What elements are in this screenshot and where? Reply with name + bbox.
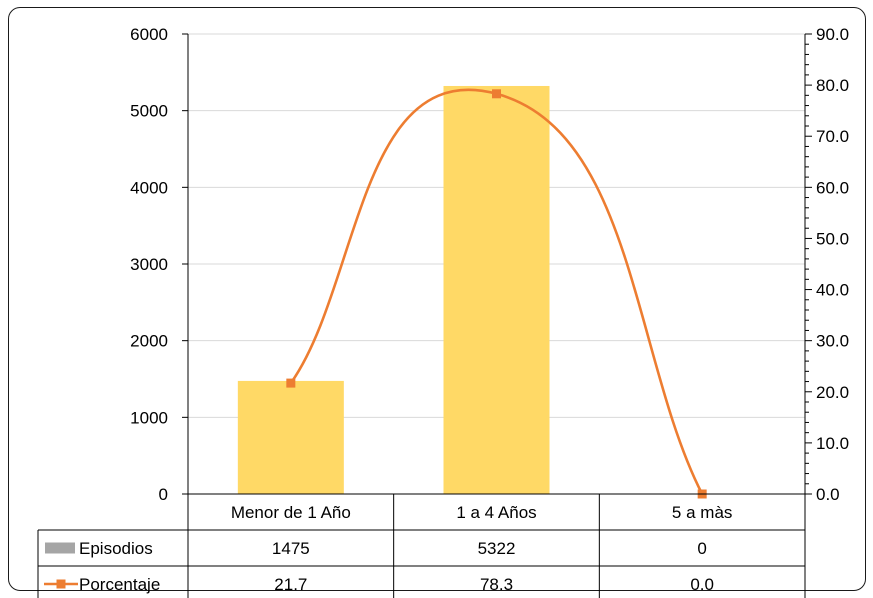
table-cell: 5322 [478,539,516,558]
bar-2 [443,85,550,494]
right-tick-label: 50.0 [816,229,849,248]
porcentaje-legend-key-marker [56,579,66,589]
left-tick-label: 5000 [130,102,168,121]
table-cell: 21.7 [274,575,307,594]
right-tick-label: 60.0 [816,178,849,197]
table-cell: 0 [697,539,706,558]
left-tick-label: 2000 [130,332,168,351]
episodios-legend-key [45,542,75,554]
category-label: Menor de 1 Año [231,503,351,522]
category-label: 1 a 4 Años [456,503,536,522]
left-tick-label: 1000 [130,408,168,427]
axes [182,33,812,495]
porcentaje-marker-1 [286,378,296,388]
left-tick-label: 0 [159,485,168,504]
right-tick-label: 90.0 [816,25,849,44]
right-tick-label: 10.0 [816,434,849,453]
right-axis-tick-labels: 0.0 10.0 20.0 30.0 40.0 50.0 60.0 70.0 80.0 90.0 [816,25,849,504]
left-tick-label: 4000 [130,178,168,197]
table-cell: 1475 [272,539,310,558]
right-tick-label: 70.0 [816,127,849,146]
bar-series [237,85,550,494]
right-tick-label: 30.0 [816,332,849,351]
right-tick-label: 80.0 [816,76,849,95]
table-cell: 0.0 [690,575,714,594]
category-label: 5 a màs [672,503,732,522]
left-tick-label: 6000 [130,25,168,44]
right-tick-label: 20.0 [816,383,849,402]
bar-1 [237,380,344,494]
right-tick-label: 0.0 [816,485,840,504]
table-cell: 78.3 [480,575,513,594]
left-tick-label: 3000 [130,255,168,274]
series-label: Episodios [79,539,153,558]
left-axis-tick-labels: 0 1000 2000 3000 4000 5000 6000 [130,25,168,504]
porcentaje-marker-2 [492,89,501,99]
right-tick-label: 40.0 [816,281,849,300]
data-table: Menor de 1 Año 1 a 4 Años 5 a màs Episodios… [37,493,806,598]
series-label: Porcentaje [79,575,160,594]
